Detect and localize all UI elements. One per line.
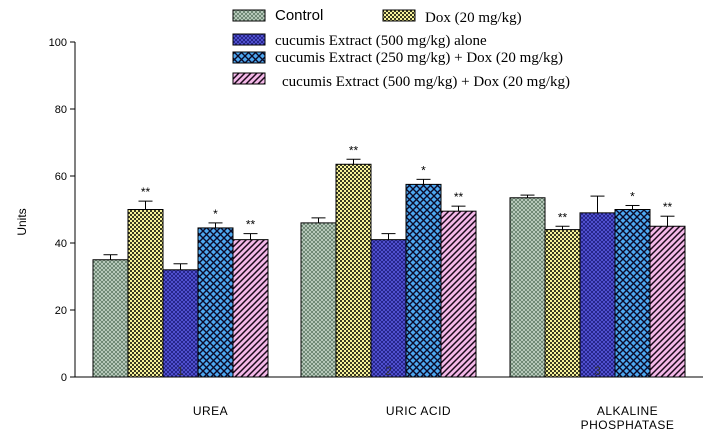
legend-label: Dox (20 mg/kg) (425, 10, 522, 26)
significance-label: ** (454, 190, 464, 204)
significance-label: ** (349, 143, 359, 157)
significance-label: * (421, 163, 426, 177)
bar (614, 209, 651, 378)
x-category-label: PHOSPHATASE (581, 418, 675, 432)
group-number: 1 (177, 364, 184, 378)
x-category-label: UREA (193, 404, 228, 418)
group-number: 3 (594, 364, 601, 378)
legend: Control Dox (20 mg/kg) cucumis Extract (50… (232, 7, 570, 90)
legend-label: Control (275, 7, 323, 24)
y-tick-label: 100 (49, 37, 67, 49)
bar (405, 183, 442, 378)
bar (300, 222, 337, 378)
bar (127, 209, 164, 378)
y-tick-label: 20 (55, 305, 67, 317)
bar (92, 259, 129, 378)
legend-swatch (232, 33, 266, 46)
legend-label: cucumis Extract (500 mg/kg) + Dox (20 mg… (282, 74, 570, 90)
significance-label: ** (141, 185, 151, 199)
significance-label: * (630, 189, 635, 203)
axes: 0 20 40 60 80 100 Units UREA URIC ACID ALKALINEPH… (15, 37, 703, 432)
bar (649, 225, 686, 378)
y-tick-label: 0 (61, 372, 67, 384)
bars: *****1*****2*****3 (92, 143, 686, 378)
significance-label: ** (663, 200, 673, 214)
bar (440, 210, 477, 378)
group-number: 2 (385, 364, 392, 378)
legend-swatch (232, 72, 266, 85)
y-axis-title: Units (15, 208, 29, 235)
x-category-label: ALKALINE (597, 404, 658, 418)
y-tick-label: 60 (55, 171, 67, 183)
bar (544, 229, 581, 378)
legend-swatch (382, 9, 416, 22)
bar (232, 239, 269, 378)
y-tick-label: 80 (55, 104, 67, 116)
x-category-label: URIC ACID (386, 404, 451, 418)
bar (162, 269, 199, 378)
legend-label: cucumis Extract (250 mg/kg) + Dox (20 mg… (275, 50, 563, 66)
bar (509, 197, 546, 378)
y-tick-label: 40 (55, 238, 67, 250)
bar (335, 163, 372, 378)
significance-label: * (213, 207, 218, 221)
legend-swatch (232, 51, 266, 64)
bar (197, 227, 234, 378)
bar (370, 239, 407, 378)
legend-label: cucumis Extract (500 mg/kg) alone (275, 33, 487, 49)
legend-swatch (232, 9, 266, 22)
significance-label: ** (558, 210, 568, 224)
bar (579, 212, 616, 378)
significance-label: ** (246, 218, 256, 232)
